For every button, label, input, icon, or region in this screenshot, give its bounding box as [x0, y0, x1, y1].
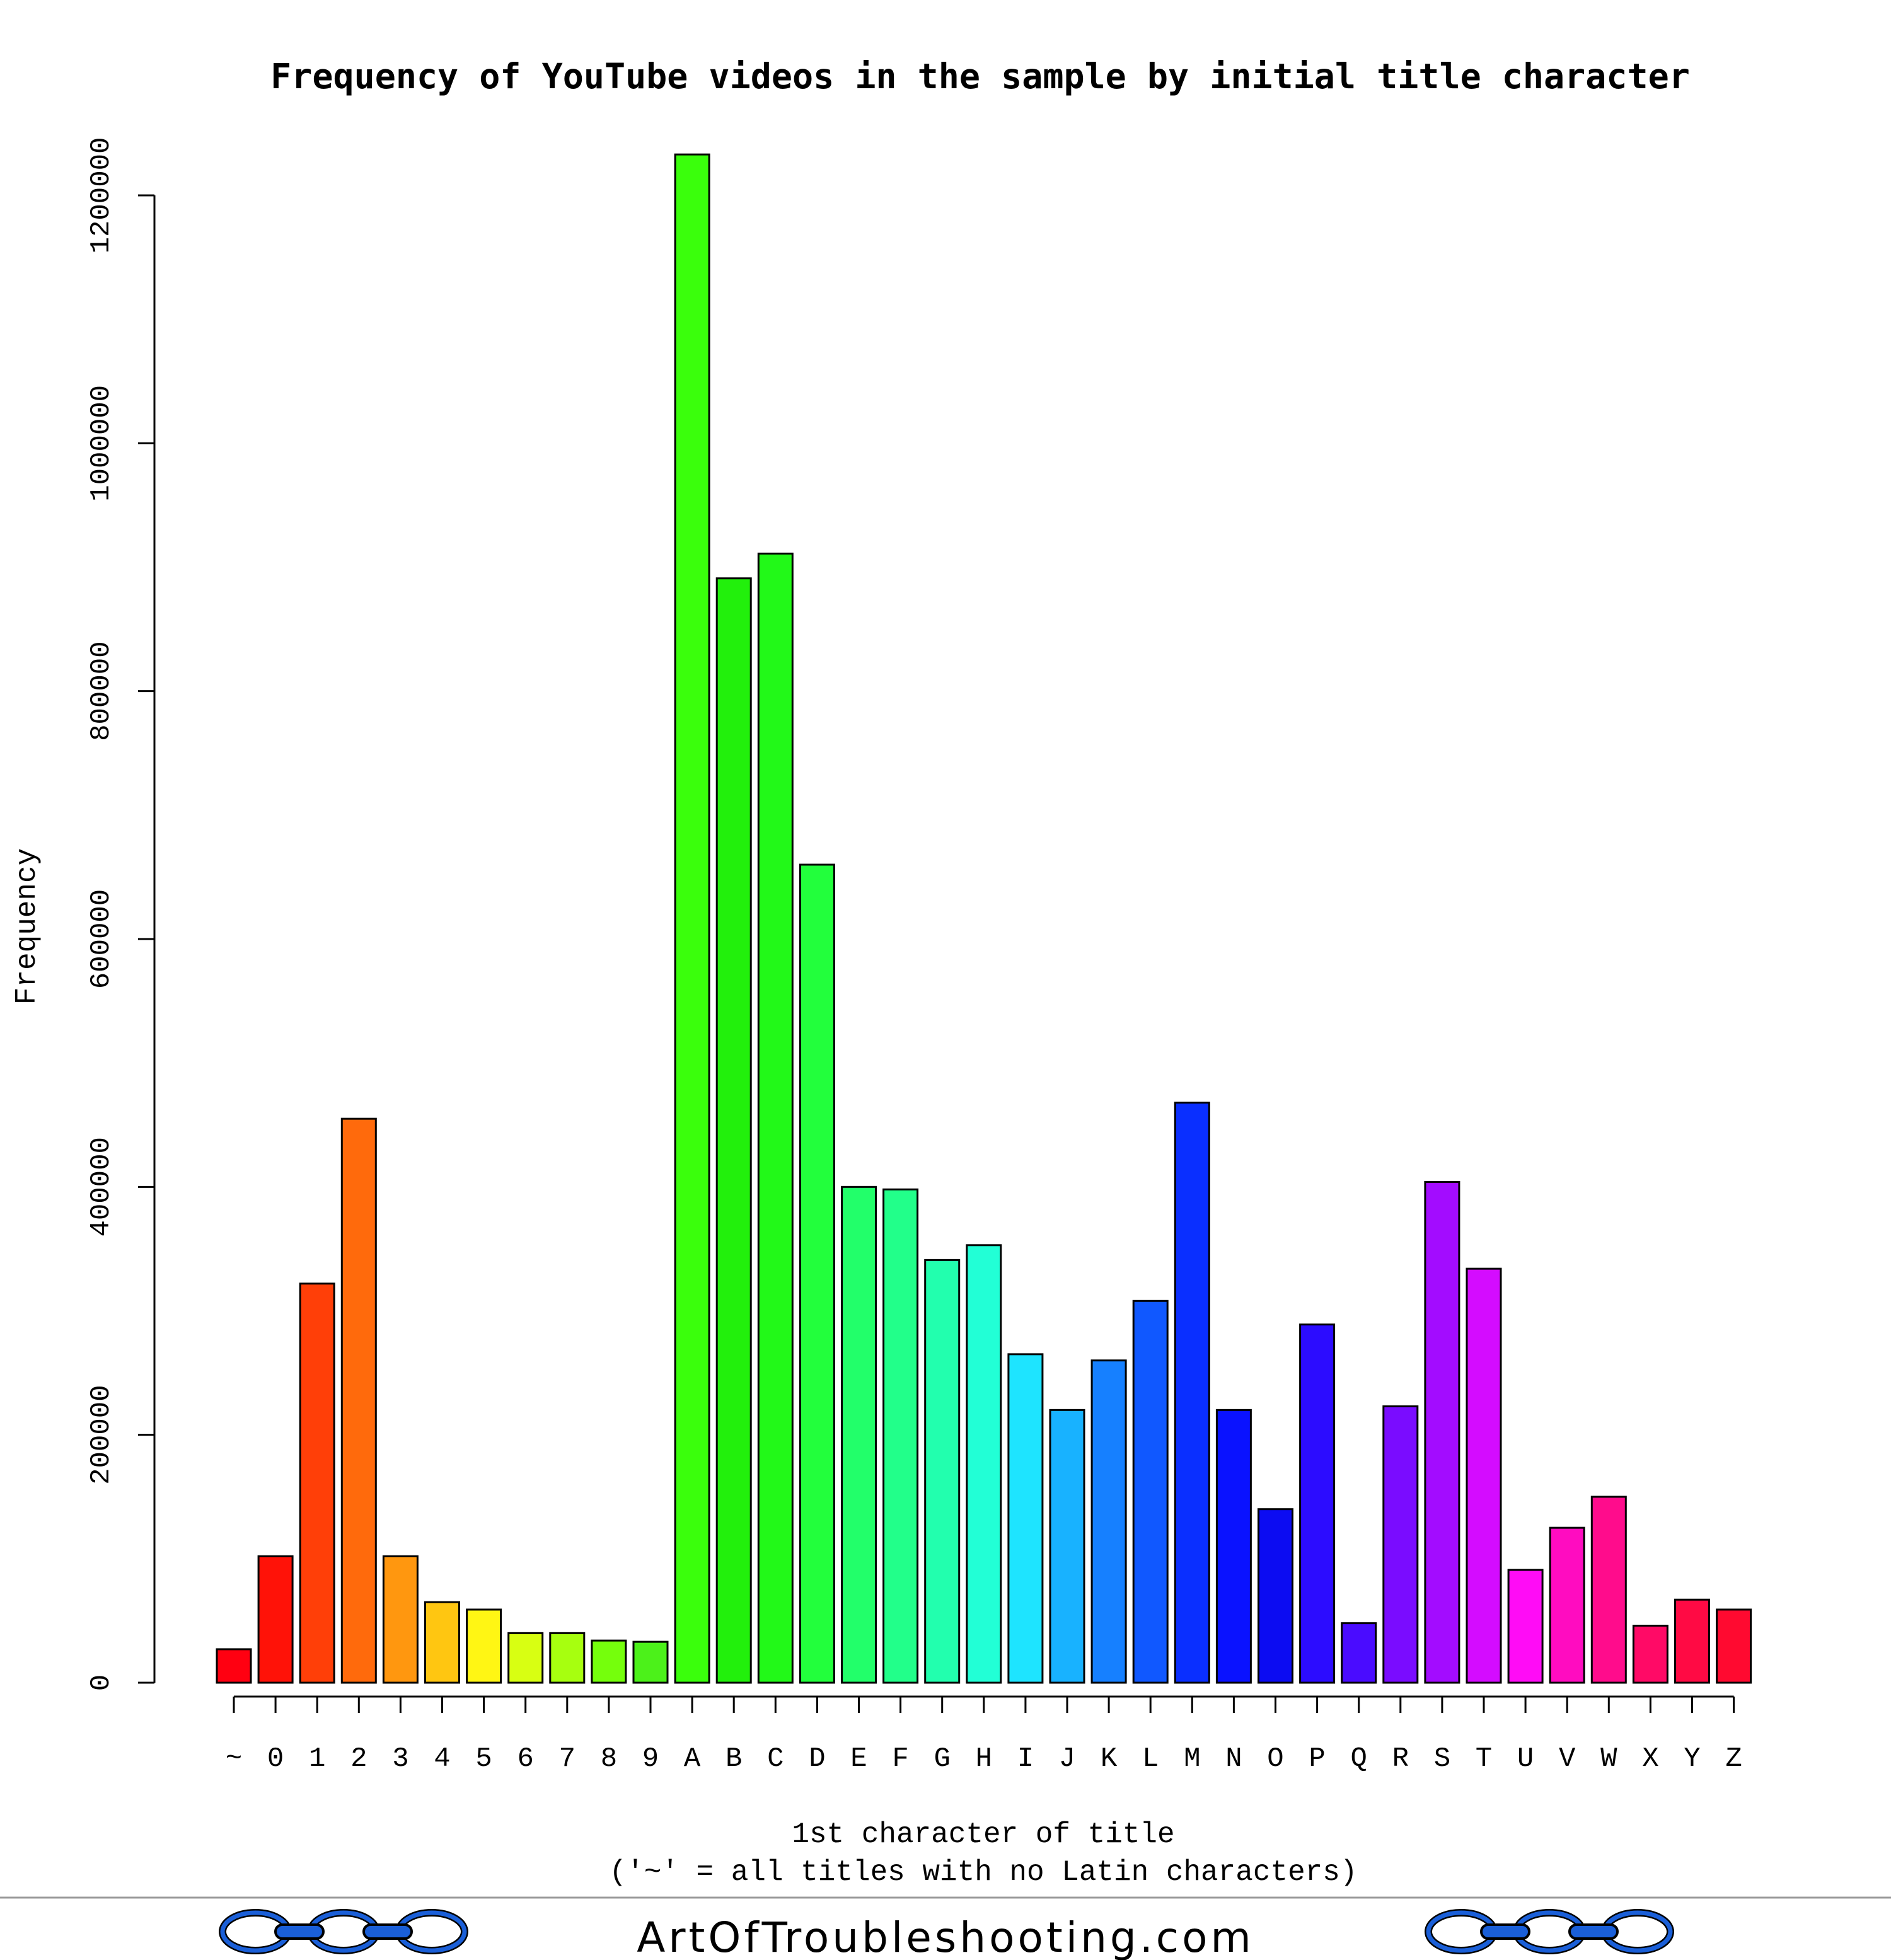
x-tick-label: 6 [517, 1743, 533, 1775]
x-tick-label: O [1267, 1743, 1283, 1775]
x-tick-label: 5 [475, 1743, 492, 1775]
bar-S [1424, 1180, 1460, 1684]
x-tick-label: J [1059, 1743, 1075, 1775]
x-tick-label: U [1517, 1743, 1534, 1775]
bar-J [1049, 1409, 1085, 1684]
bar-K [1090, 1359, 1127, 1684]
x-tick-label: R [1392, 1743, 1409, 1775]
x-tick-label: K [1101, 1743, 1118, 1775]
chart-title: Frequency of YouTube videos in the sampl… [270, 56, 1690, 96]
bar-A [674, 153, 710, 1684]
y-tick-label: 1200000 [86, 137, 117, 254]
x-tick-label: I [1017, 1743, 1034, 1775]
bar-W [1590, 1496, 1627, 1684]
bar-~ [216, 1648, 252, 1684]
x-tick-label: E [850, 1743, 867, 1775]
chain-link-bar [362, 1923, 413, 1940]
bar-H [966, 1244, 1002, 1684]
x-tick-label: Y [1684, 1743, 1700, 1775]
bar-Z [1716, 1608, 1752, 1684]
bar-2 [340, 1117, 377, 1684]
bar-B [715, 577, 752, 1684]
x-tick-label: F [892, 1743, 908, 1775]
bar-U [1507, 1569, 1544, 1684]
x-tick-label: D [809, 1743, 825, 1775]
bar-3 [382, 1555, 419, 1684]
x-tick-label: T [1476, 1743, 1492, 1775]
bar-5 [466, 1608, 502, 1684]
x-axis-note: ('~' = all titles with no Latin characte… [610, 1856, 1358, 1889]
y-tick-label: 600000 [86, 889, 117, 989]
chain-link-icon [219, 1909, 468, 1954]
x-axis-title: 1st character of title [792, 1818, 1174, 1851]
bar-E [841, 1185, 877, 1684]
x-tick-label: 3 [392, 1743, 408, 1775]
chain-link-icon [1425, 1909, 1674, 1954]
y-tick-label: 1000000 [86, 385, 117, 502]
bar-O [1258, 1508, 1293, 1684]
x-tick-label: S [1434, 1743, 1450, 1775]
bar-I [1007, 1353, 1044, 1684]
x-tick-label: Z [1725, 1743, 1742, 1775]
bar-4 [424, 1601, 460, 1684]
x-tick-label: N [1225, 1743, 1242, 1775]
x-tick-label: 8 [601, 1743, 617, 1775]
x-tick-label: W [1600, 1743, 1617, 1775]
bar-G [924, 1259, 961, 1684]
x-tick-label: V [1559, 1743, 1576, 1775]
bar-T [1466, 1267, 1502, 1684]
bar-M [1174, 1102, 1210, 1684]
y-tick-label: 200000 [86, 1385, 117, 1484]
bar-F [882, 1188, 919, 1684]
bar-C [757, 552, 794, 1684]
chain-link-bar [1568, 1923, 1619, 1940]
y-tick-label: 800000 [86, 641, 117, 741]
x-tick-label: X [1642, 1743, 1658, 1775]
bar-Q [1341, 1622, 1377, 1684]
bar-R [1382, 1405, 1419, 1684]
x-tick-label: 0 [267, 1743, 284, 1775]
x-tick-label: B [726, 1743, 742, 1775]
x-axis: ~0 1 2 3 4 5 6 7 8 9 A B C D E F G H I J K L M N O P Q R S T U V W X Y Z [226, 1695, 1742, 1775]
x-tick-label: G [934, 1743, 950, 1775]
bar-7 [549, 1632, 586, 1684]
x-tick-label: ~ [226, 1743, 242, 1775]
x-tick-label: 9 [642, 1743, 659, 1775]
footer-site-name: ArtOfTroubleshooting.com [637, 1913, 1254, 1960]
bar-L [1132, 1300, 1169, 1684]
bars [216, 153, 1752, 1684]
x-tick-label: Q [1350, 1743, 1367, 1775]
bar-Y [1674, 1598, 1710, 1684]
chain-link-bar [1480, 1923, 1530, 1940]
bar-P [1299, 1323, 1336, 1684]
x-tick-label: 1 [309, 1743, 325, 1775]
bar-N [1215, 1409, 1252, 1684]
x-tick-label: 4 [434, 1743, 450, 1775]
x-tick-label: P [1309, 1743, 1325, 1775]
bar-X [1632, 1625, 1668, 1684]
y-axis-title: Frequency [11, 848, 43, 1005]
x-tick-label: H [976, 1743, 992, 1775]
y-tick-label: 400000 [86, 1137, 117, 1237]
bar-6 [507, 1632, 544, 1684]
x-tick-label: 2 [350, 1743, 367, 1775]
x-tick-label: M [1184, 1743, 1200, 1775]
bar-9 [632, 1640, 669, 1684]
x-tick-label: A [684, 1743, 701, 1775]
chain-link-bar [274, 1923, 325, 1940]
bar-D [799, 863, 835, 1684]
x-tick-label: 7 [559, 1743, 575, 1775]
x-tick-label: L [1142, 1743, 1159, 1775]
y-axis: 0 200000 400000 600000 800000 1000000 1200000 [86, 137, 156, 1691]
bar-V [1549, 1526, 1585, 1684]
bar-8 [591, 1639, 627, 1684]
bar-1 [299, 1283, 335, 1684]
y-tick-label: 0 [86, 1675, 117, 1691]
x-tick-label: C [767, 1743, 784, 1775]
bar-0 [257, 1555, 294, 1684]
